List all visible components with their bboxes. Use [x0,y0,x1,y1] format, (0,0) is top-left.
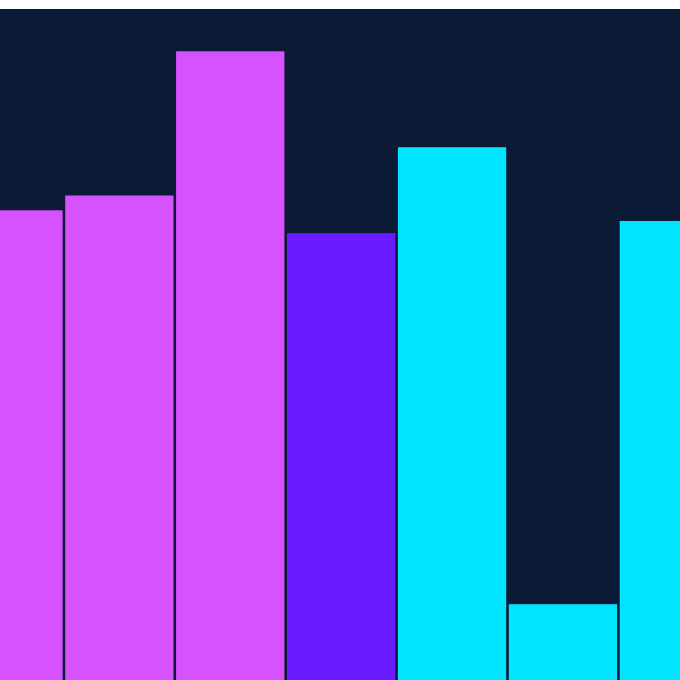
bar-1 [0,210,63,680]
bar-2 [65,195,174,680]
bar-5 [397,147,507,680]
bar-6 [508,604,618,680]
bar-7 [619,221,680,680]
bar-3 [176,51,285,680]
bar-4 [287,233,396,680]
bars-group [0,51,680,680]
